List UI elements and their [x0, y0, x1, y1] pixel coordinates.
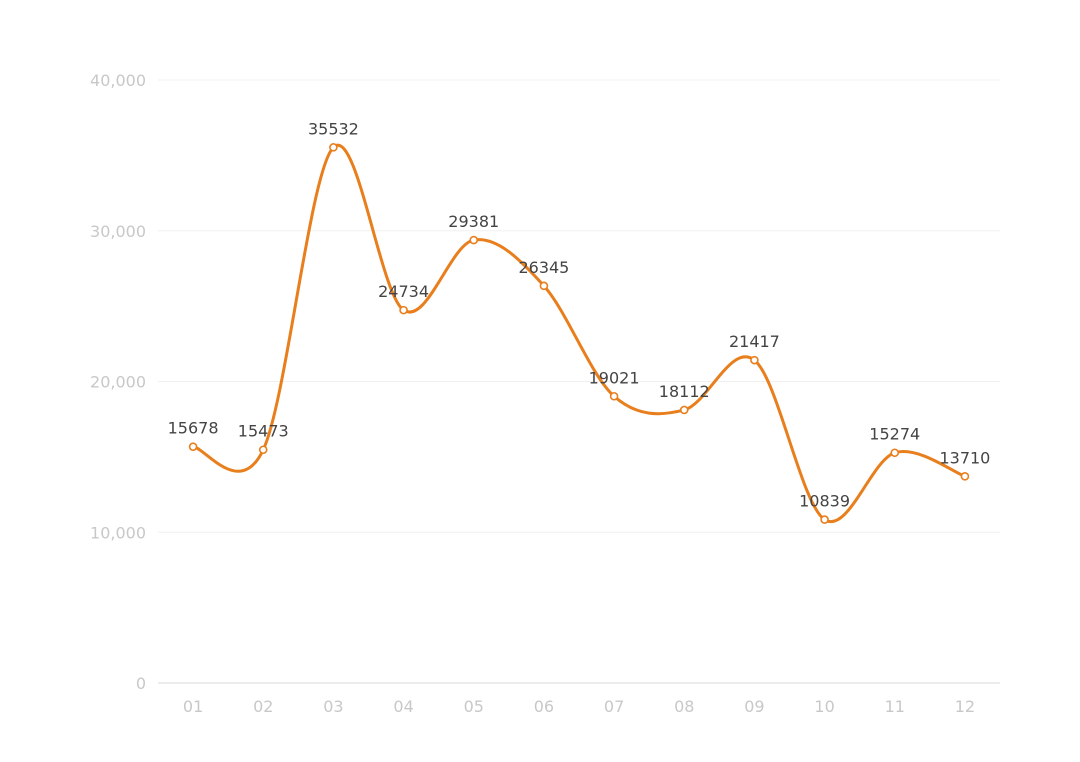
x-tick-label: 06 [534, 697, 554, 716]
y-tick-label: 30,000 [90, 222, 146, 241]
y-axis-ticks: 0 10,000 20,000 30,000 40,000 [90, 71, 146, 693]
x-tick-label: 04 [393, 697, 413, 716]
data-point [609, 391, 619, 401]
y-tick-label: 0 [136, 674, 146, 693]
x-tick-label: 09 [744, 697, 764, 716]
x-axis-ticks: 01 02 03 04 05 06 07 08 09 10 11 12 [183, 697, 975, 716]
data-point [750, 355, 759, 365]
data-point [329, 143, 338, 152]
grid-lines [158, 79, 1000, 533]
x-tick-label: 11 [885, 697, 905, 716]
data-label: 13710 [939, 448, 990, 467]
data-point [258, 445, 268, 455]
x-tick-label: 03 [323, 697, 343, 716]
x-tick-label: 05 [464, 697, 484, 716]
data-point [188, 442, 198, 451]
data-label: 26345 [518, 258, 569, 277]
data-label: 15678 [168, 419, 219, 438]
data-point [399, 305, 408, 315]
series-line [191, 143, 967, 524]
data-label: 29381 [448, 212, 499, 231]
y-tick-label: 10,000 [90, 523, 146, 542]
data-point [469, 235, 479, 245]
data-point [539, 281, 549, 291]
data-label: 18112 [659, 382, 710, 401]
data-point [960, 472, 970, 481]
data-label: 10839 [799, 492, 850, 511]
data-point [679, 405, 689, 415]
data-label: 15274 [869, 425, 920, 444]
x-tick-label: 10 [814, 697, 834, 716]
y-tick-label: 40,000 [90, 71, 146, 90]
data-point [820, 515, 829, 524]
x-tick-label: 02 [253, 697, 273, 716]
data-labels: 15678 15473 35532 24734 29381 26345 19021 18112… [168, 119, 991, 510]
y-tick-label: 20,000 [90, 373, 146, 392]
x-tick-label: 08 [674, 697, 694, 716]
x-tick-label: 12 [955, 697, 975, 716]
data-label: 24734 [378, 282, 429, 301]
x-tick-label: 01 [183, 697, 203, 716]
data-label: 21417 [729, 332, 780, 351]
data-label: 15473 [238, 422, 289, 441]
data-label: 19021 [589, 368, 640, 387]
data-point [890, 448, 900, 458]
data-label: 35532 [308, 119, 359, 138]
x-tick-label: 07 [604, 697, 624, 716]
series-line-group [191, 143, 967, 524]
data-points [188, 143, 970, 524]
